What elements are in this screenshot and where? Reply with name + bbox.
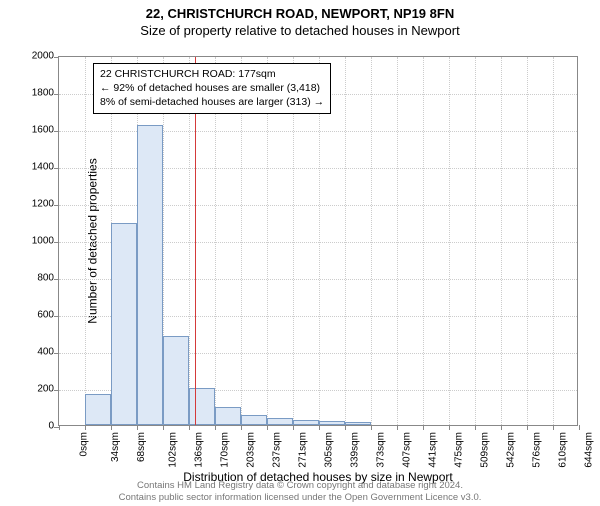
- ytick-mark: [54, 94, 59, 95]
- xtick-mark: [137, 425, 138, 430]
- ytick-label: 800: [14, 273, 54, 284]
- ytick-mark: [54, 390, 59, 391]
- xtick-mark: [163, 425, 164, 430]
- xtick-label: 34sqm: [110, 432, 121, 462]
- xtick-label: 644sqm: [584, 432, 595, 468]
- gridline-v: [553, 57, 554, 425]
- histogram-bar: [345, 422, 371, 425]
- xtick-mark: [423, 425, 424, 430]
- ytick-mark: [54, 205, 59, 206]
- xtick-label: 170sqm: [220, 432, 231, 468]
- histogram-bar: [163, 336, 189, 425]
- ytick-label: 1600: [14, 125, 54, 136]
- xtick-label: 475sqm: [454, 432, 465, 468]
- xtick-mark: [85, 425, 86, 430]
- ytick-label: 1400: [14, 162, 54, 173]
- xtick-mark: [189, 425, 190, 430]
- xtick-mark: [371, 425, 372, 430]
- xtick-mark: [527, 425, 528, 430]
- gridline-v: [85, 57, 86, 425]
- xtick-label: 542sqm: [505, 432, 516, 468]
- xtick-label: 509sqm: [480, 432, 491, 468]
- histogram-bar: [137, 125, 163, 425]
- xtick-mark: [501, 425, 502, 430]
- xtick-label: 68sqm: [136, 432, 147, 462]
- xtick-label: 0sqm: [78, 432, 89, 456]
- ytick-label: 1800: [14, 88, 54, 99]
- gridline-v: [449, 57, 450, 425]
- histogram-bar: [267, 418, 293, 425]
- xtick-label: 102sqm: [168, 432, 179, 468]
- xtick-mark: [59, 425, 60, 430]
- histogram-bar: [319, 421, 345, 425]
- histogram-bar: [85, 394, 111, 425]
- page-subtitle: Size of property relative to detached ho…: [0, 23, 600, 38]
- ytick-label: 400: [14, 347, 54, 358]
- annotation-line: ← 92% of detached houses are smaller (3,…: [100, 81, 324, 95]
- ytick-label: 1200: [14, 199, 54, 210]
- xtick-label: 339sqm: [350, 432, 361, 468]
- xtick-mark: [319, 425, 320, 430]
- xtick-label: 237sqm: [271, 432, 282, 468]
- xtick-label: 610sqm: [557, 432, 568, 468]
- xtick-mark: [345, 425, 346, 430]
- footer-line1: Contains HM Land Registry data © Crown c…: [0, 480, 600, 492]
- ytick-label: 1000: [14, 236, 54, 247]
- xtick-mark: [215, 425, 216, 430]
- xtick-mark: [111, 425, 112, 430]
- gridline-v: [501, 57, 502, 425]
- histogram-chart: Number of detached properties 22 CHRISTC…: [58, 56, 578, 426]
- page-title: 22, CHRISTCHURCH ROAD, NEWPORT, NP19 8FN: [0, 6, 600, 21]
- gridline-v: [475, 57, 476, 425]
- xtick-label: 136sqm: [194, 432, 205, 468]
- xtick-mark: [293, 425, 294, 430]
- xtick-mark: [267, 425, 268, 430]
- histogram-bar: [111, 223, 137, 425]
- ytick-label: 0: [14, 421, 54, 432]
- xtick-label: 576sqm: [531, 432, 542, 468]
- annotation-box: 22 CHRISTCHURCH ROAD: 177sqm← 92% of det…: [93, 63, 331, 114]
- annotation-line: 22 CHRISTCHURCH ROAD: 177sqm: [100, 67, 324, 81]
- histogram-bar: [189, 388, 214, 425]
- ytick-mark: [54, 168, 59, 169]
- gridline-v: [397, 57, 398, 425]
- xtick-mark: [579, 425, 580, 430]
- xtick-label: 203sqm: [245, 432, 256, 468]
- ytick-mark: [54, 353, 59, 354]
- ytick-label: 600: [14, 310, 54, 321]
- ytick-mark: [54, 316, 59, 317]
- gridline-v: [345, 57, 346, 425]
- footer-line2: Contains public sector information licen…: [0, 492, 600, 504]
- annotation-line: 8% of semi-detached houses are larger (3…: [100, 95, 324, 109]
- gridline-v: [371, 57, 372, 425]
- xtick-mark: [553, 425, 554, 430]
- plot-area: 22 CHRISTCHURCH ROAD: 177sqm← 92% of det…: [58, 56, 578, 426]
- ytick-mark: [54, 57, 59, 58]
- xtick-label: 271sqm: [297, 432, 308, 468]
- histogram-bar: [215, 407, 241, 426]
- ytick-mark: [54, 242, 59, 243]
- ytick-mark: [54, 131, 59, 132]
- gridline-v: [423, 57, 424, 425]
- xtick-label: 407sqm: [402, 432, 413, 468]
- xtick-label: 305sqm: [324, 432, 335, 468]
- ytick-label: 2000: [14, 51, 54, 62]
- xtick-mark: [475, 425, 476, 430]
- xtick-mark: [241, 425, 242, 430]
- footer-attribution: Contains HM Land Registry data © Crown c…: [0, 480, 600, 504]
- gridline-v: [527, 57, 528, 425]
- xtick-label: 373sqm: [376, 432, 387, 468]
- histogram-bar: [241, 415, 267, 425]
- ytick-label: 200: [14, 384, 54, 395]
- xtick-label: 441sqm: [428, 432, 439, 468]
- ytick-mark: [54, 279, 59, 280]
- xtick-mark: [397, 425, 398, 430]
- histogram-bar: [293, 420, 319, 425]
- xtick-mark: [449, 425, 450, 430]
